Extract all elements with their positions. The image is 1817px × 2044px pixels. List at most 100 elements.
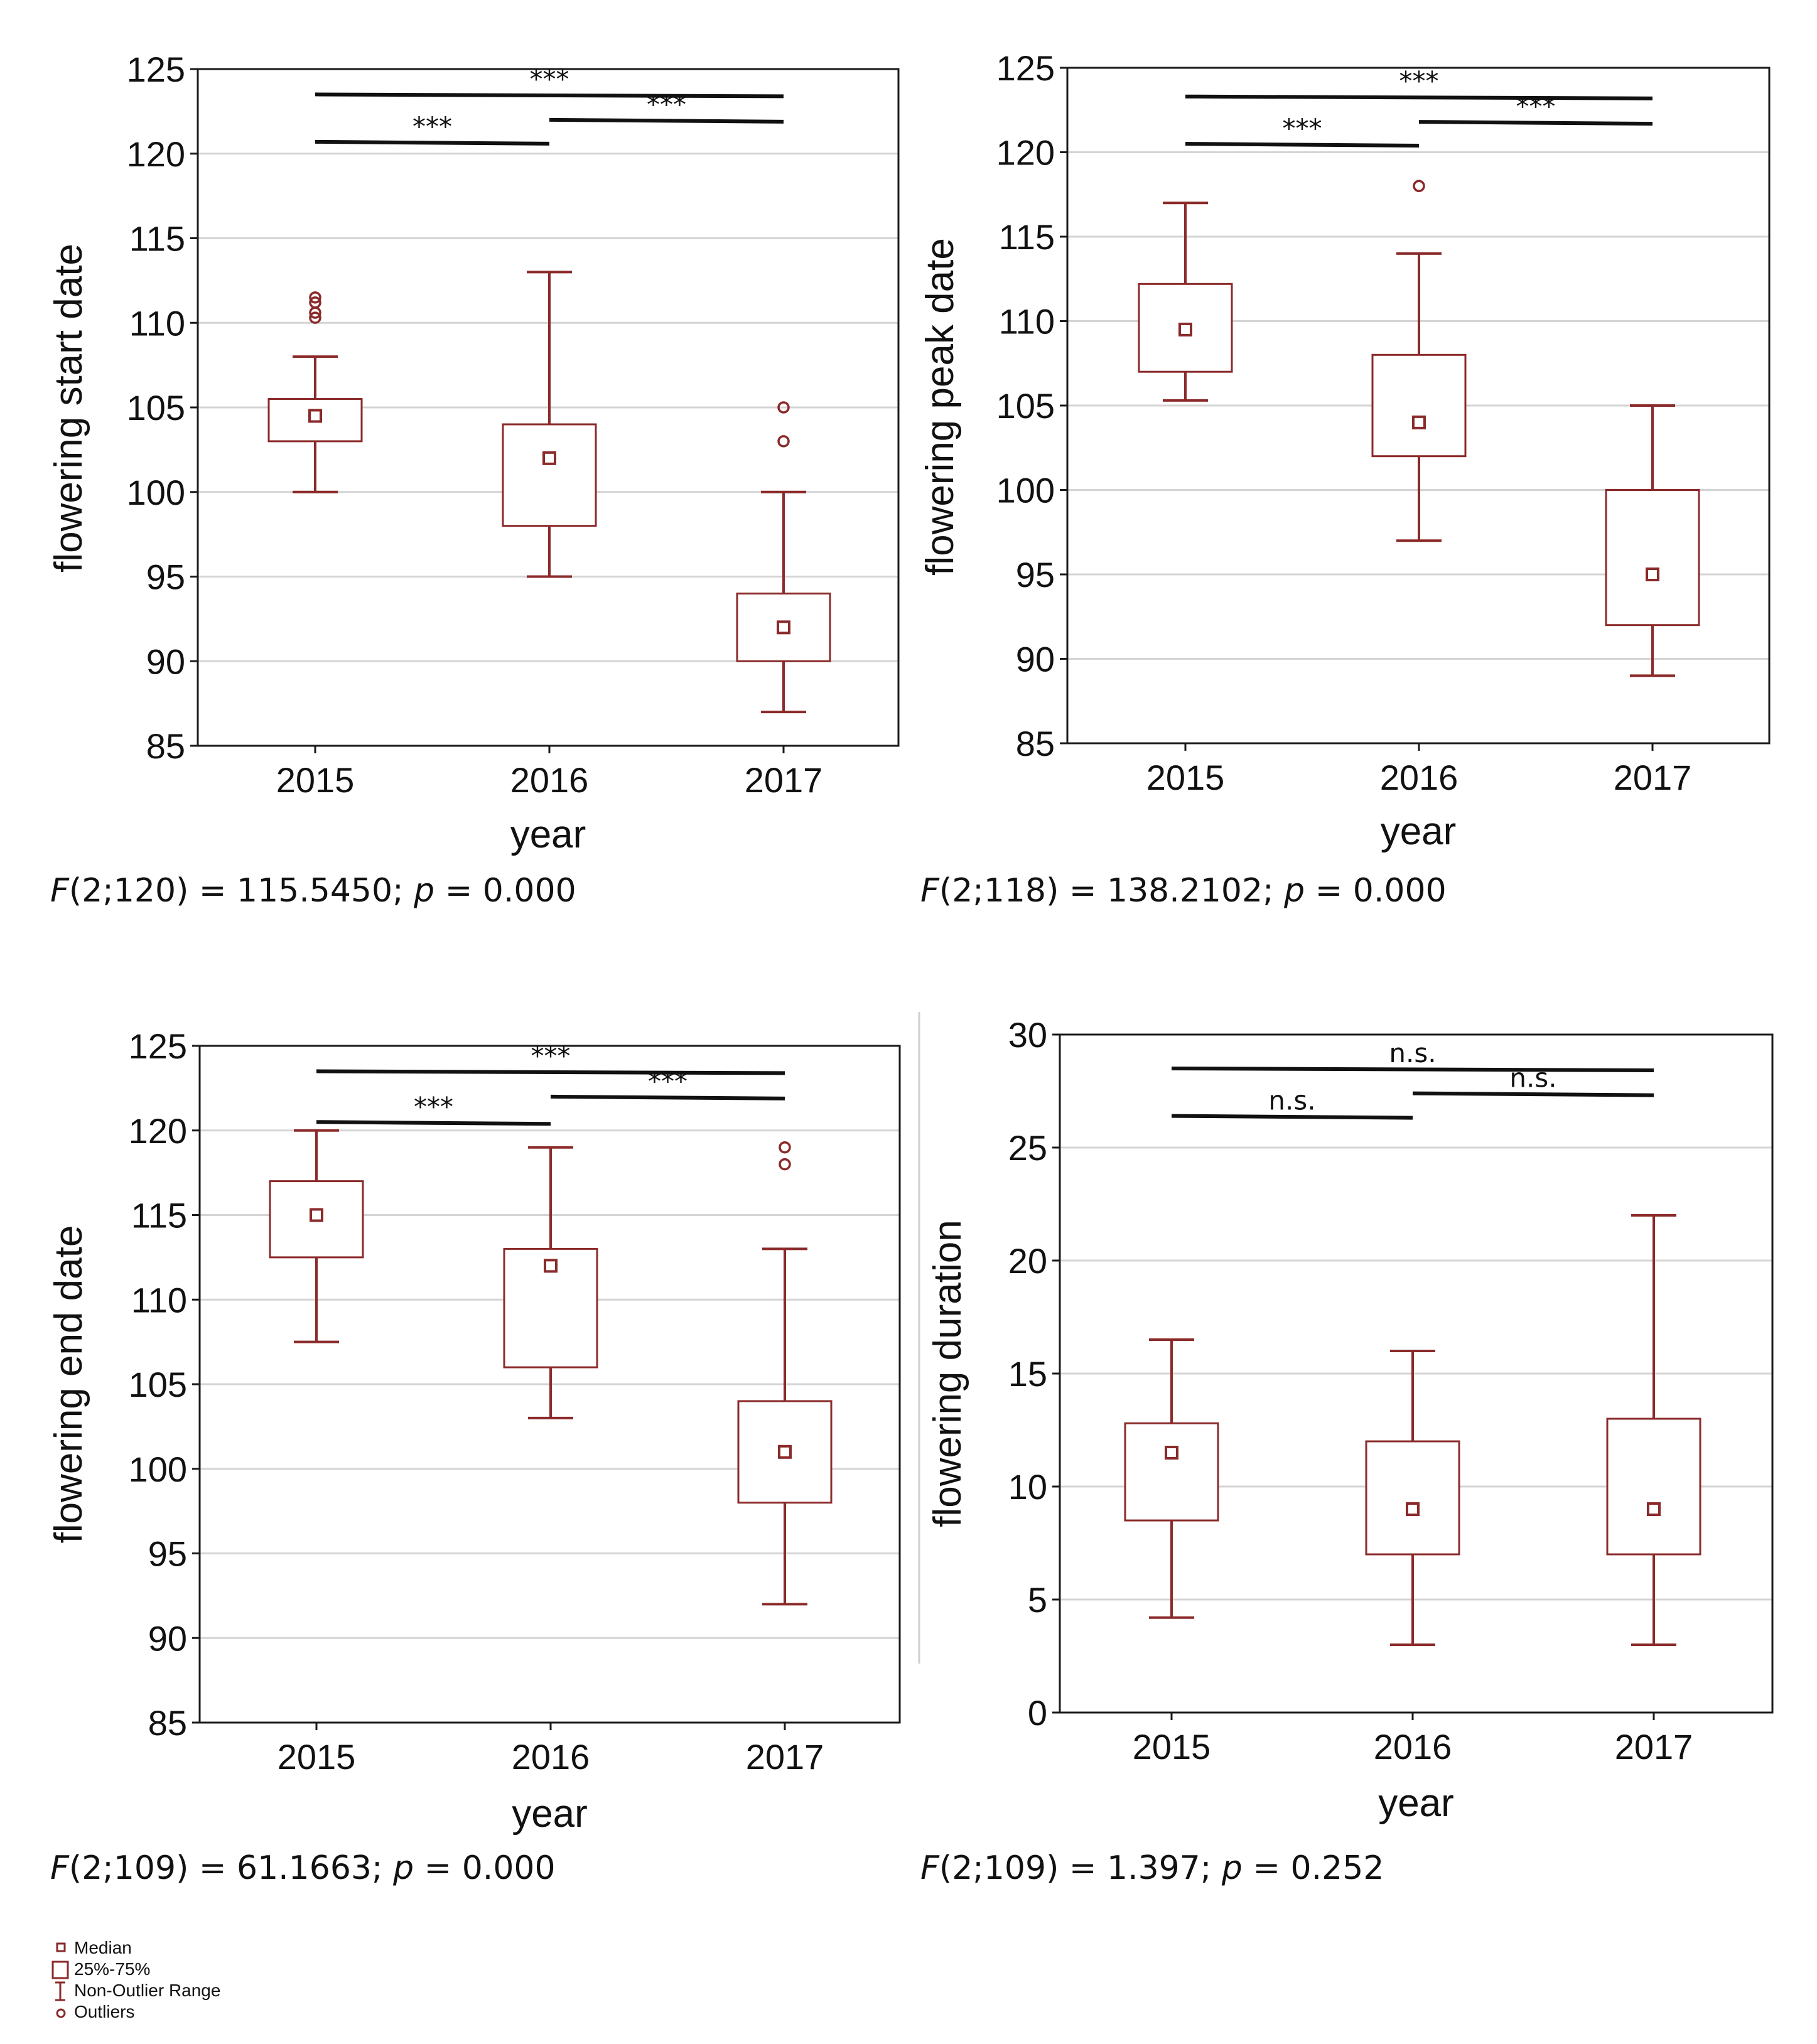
y-tick-label: 125 — [129, 1026, 187, 1066]
stat-p-value: = 0.000 — [414, 1849, 556, 1887]
stat-args: (2;118) = 138.2102; — [939, 872, 1284, 910]
significance-label: *** — [414, 1091, 453, 1122]
significance-bar — [315, 139, 550, 146]
y-tick-label: 125 — [996, 48, 1055, 88]
median-marker — [542, 451, 556, 465]
x-tick-label: 2016 — [1374, 1727, 1452, 1767]
significance-label: *** — [648, 1066, 687, 1097]
y-tick-label: 0 — [1028, 1693, 1047, 1733]
x-axis-title: year — [510, 813, 586, 856]
iqr-box — [736, 592, 831, 662]
significance-bar — [315, 92, 784, 99]
x-tick-label: 2016 — [1380, 758, 1458, 797]
y-tick-label: 85 — [148, 1703, 187, 1743]
significance-label: *** — [412, 111, 452, 142]
iqr-box — [1605, 489, 1700, 627]
y-tick-label: 30 — [1008, 1015, 1047, 1055]
stat-p: p — [413, 872, 434, 910]
median-marker — [778, 1444, 792, 1459]
iqr-box — [1138, 282, 1233, 373]
stat-p-value: = 0.000 — [1305, 872, 1447, 910]
iqr-box — [502, 423, 597, 527]
y-tick-label: 100 — [996, 471, 1055, 510]
x-tick-label: 2016 — [512, 1737, 590, 1777]
median-marker — [308, 409, 322, 423]
x-axis-title: year — [1378, 1782, 1454, 1825]
box-2017 — [737, 1141, 833, 1606]
y-tick-label: 95 — [1016, 555, 1055, 594]
x-tick-label: 2015 — [1133, 1727, 1211, 1767]
y-tick-label: 115 — [129, 219, 185, 259]
y-tick-label: 100 — [129, 1450, 187, 1489]
significance-label: *** — [1516, 91, 1556, 122]
median-marker — [1406, 1502, 1420, 1516]
x-axis-title: year — [512, 1792, 588, 1836]
y-tick-label: 110 — [131, 1280, 187, 1320]
y-tick-label: 115 — [999, 217, 1055, 257]
y-tick-label: 110 — [999, 302, 1055, 342]
legend-outlier-icon — [56, 2008, 66, 2018]
x-tick-label: 2017 — [1615, 1727, 1693, 1767]
median-marker — [777, 620, 790, 635]
legend-range-icon — [55, 1981, 65, 2001]
median-marker — [544, 1259, 558, 1273]
y-tick-label: 100 — [127, 473, 185, 512]
stat-p: p — [1283, 872, 1305, 910]
y-tick-label: 105 — [996, 386, 1055, 426]
median-marker — [1178, 322, 1192, 336]
chart-panel-duration: 0 5 10 15 20 25 30 2015 2016 2017 year flowering du… — [920, 1015, 1774, 1887]
stat-prefix: F — [50, 1849, 70, 1887]
y-tick-label: 110 — [129, 303, 185, 343]
stat-p: p — [392, 1849, 414, 1887]
box-2016 — [503, 1146, 598, 1419]
y-tick-label: 90 — [1016, 640, 1055, 679]
legend-box-label: 25%-75% — [74, 1959, 150, 1979]
significance-bar — [1412, 1091, 1654, 1097]
y-tick-label: 120 — [996, 133, 1055, 173]
median-marker — [1165, 1446, 1178, 1460]
median-marker — [1646, 567, 1659, 581]
significance-bar — [1171, 1114, 1413, 1120]
significance-label: *** — [1283, 113, 1322, 144]
outlier-point — [779, 1141, 791, 1154]
iqr-box — [1365, 1440, 1460, 1556]
legend-range-label: Non-Outlier Range — [74, 1981, 220, 2000]
y-tick-label: 95 — [148, 1534, 187, 1574]
box-2016 — [1371, 180, 1467, 542]
x-axis-title: year — [1381, 810, 1457, 853]
significance-bar — [316, 1120, 551, 1126]
iqr-box — [267, 398, 363, 443]
anova-statistic: F(2;118) = 138.2102; p = 0.000 — [920, 872, 1447, 910]
significance-label: n.s. — [1509, 1063, 1556, 1094]
y-axis-title: flowering duration — [926, 1220, 969, 1527]
box-2016 — [502, 271, 597, 578]
outlier-point — [1413, 180, 1425, 193]
y-tick-label: 85 — [146, 726, 185, 766]
box-2015 — [1138, 202, 1233, 402]
y-tick-label: 90 — [148, 1618, 187, 1658]
x-tick-label: 2015 — [278, 1737, 356, 1777]
anova-statistic: F(2;109) = 61.1663; p = 0.000 — [50, 1849, 556, 1887]
outlier-point — [309, 296, 321, 309]
legend: Median 25%-75% Non-Outlier Range Outlier… — [51, 1938, 220, 2021]
box-2017 — [736, 401, 831, 714]
significance-label: n.s. — [1389, 1038, 1436, 1068]
y-tick-label: 10 — [1008, 1467, 1047, 1507]
outlier-point — [777, 435, 790, 448]
outlier-point — [777, 401, 790, 414]
anova-statistic: F(2;109) = 1.397; p = 0.252 — [920, 1849, 1384, 1887]
stat-args: (2;109) = 61.1663; — [69, 1849, 393, 1887]
stat-args: (2;120) = 115.5450; — [69, 872, 414, 910]
box-2015 — [267, 291, 363, 493]
y-tick-label: 120 — [127, 134, 185, 174]
x-tick-label: 2017 — [745, 760, 823, 800]
median-marker — [310, 1208, 323, 1222]
chart-panel-end-date: 85 90 95 100 105 110 115 120 125 2015 2016 2017 year… — [47, 1026, 901, 1887]
y-tick-label: 15 — [1008, 1354, 1047, 1394]
y-tick-label: 20 — [1008, 1241, 1047, 1281]
y-tick-label: 85 — [1016, 724, 1055, 763]
stat-prefix: F — [920, 872, 940, 910]
y-axis-title: flowering start date — [47, 244, 90, 573]
stat-p-value: = 0.252 — [1243, 1849, 1384, 1887]
